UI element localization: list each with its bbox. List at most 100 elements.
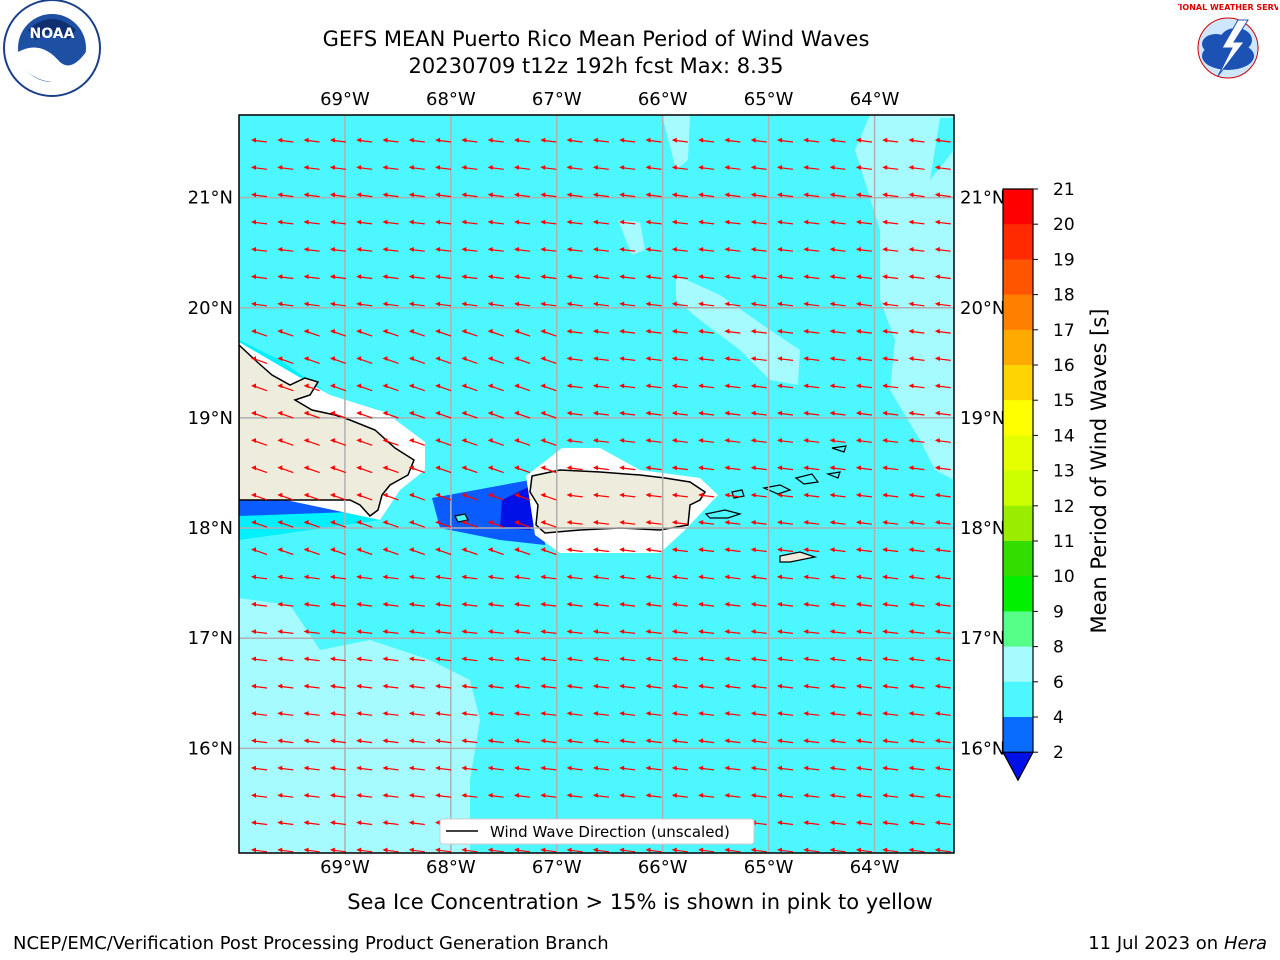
- wind-wave-arrow: [803, 601, 820, 607]
- lon-label-bottom: 68°W: [426, 857, 476, 878]
- wind-wave-arrow: [566, 656, 583, 662]
- anegada-island: [825, 471, 841, 479]
- wind-wave-arrow: [329, 492, 347, 501]
- wind-wave-arrow: [671, 547, 688, 553]
- wind-wave-arrow: [435, 847, 452, 853]
- wind-wave-arrow: [251, 465, 268, 474]
- colorbar-tick-label: 21: [1053, 180, 1075, 200]
- wind-wave-arrow: [277, 465, 294, 474]
- wind-wave-arrow: [882, 137, 899, 143]
- wind-wave-arrow: [908, 410, 925, 416]
- wind-wave-arrow: [803, 820, 820, 826]
- colorbar-segment: [1003, 541, 1033, 577]
- colorbar-segment: [1003, 365, 1033, 401]
- wind-wave-arrow: [487, 765, 504, 771]
- wind-wave-arrow: [514, 574, 531, 580]
- wind-wave-arrow: [724, 683, 741, 689]
- wind-wave-arrow: [356, 656, 373, 662]
- wind-wave-arrow: [303, 438, 320, 446]
- wind-wave-arrow: [251, 629, 268, 634]
- wind-wave-arrow: [882, 629, 899, 634]
- wind-wave-arrow: [803, 165, 820, 170]
- wind-wave-arrow: [251, 711, 268, 716]
- wind-wave-arrow: [619, 328, 636, 334]
- wind-wave-arrow: [356, 820, 373, 826]
- colorbar-tick-label: 16: [1053, 356, 1075, 376]
- wind-wave-arrow: [408, 629, 425, 634]
- wind-wave-arrow: [829, 492, 846, 498]
- wind-wave-arrow: [303, 547, 320, 556]
- wind-wave-arrow: [303, 656, 320, 662]
- wind-wave-arrow: [671, 711, 688, 716]
- wind-wave-arrow: [566, 711, 583, 716]
- wind-wave-arrow: [251, 492, 268, 501]
- wind-wave-arrow: [356, 192, 373, 198]
- wind-wave-arrow: [882, 547, 899, 553]
- wind-wave-arrow: [934, 765, 951, 771]
- wind-wave-arrow: [645, 410, 662, 416]
- wind-wave-arrow: [934, 328, 951, 334]
- wind-wave-arrow: [882, 356, 899, 361]
- wind-wave-arrow: [514, 465, 531, 474]
- wind-wave-arrow: [724, 711, 741, 716]
- wind-wave-arrow: [540, 738, 557, 744]
- wind-wave-arrow: [329, 465, 347, 474]
- wind-wave-arrow: [540, 328, 557, 337]
- colorbar-segment: [1003, 329, 1033, 366]
- lat-label-left: 18°N: [188, 518, 233, 539]
- colorbar-segment: [1003, 611, 1033, 648]
- wind-wave-arrow: [829, 765, 846, 771]
- wind-wave-arrow: [408, 165, 425, 170]
- wind-wave-arrow: [908, 738, 925, 744]
- wind-wave-arrow: [408, 547, 426, 556]
- wind-wave-arrow: [514, 847, 531, 853]
- wind-wave-arrow: [487, 629, 504, 634]
- wind-wave-arrow: [277, 192, 294, 198]
- wind-wave-arrow: [698, 765, 715, 771]
- wind-wave-arrow: [908, 765, 925, 771]
- wind-wave-arrow: [698, 574, 715, 580]
- wind-wave-arrow: [566, 383, 583, 389]
- wind-wave-arrow: [803, 847, 820, 853]
- wind-wave-arrow: [251, 574, 268, 580]
- wind-wave-arrow: [408, 492, 426, 501]
- wind-wave-arrow: [566, 738, 583, 744]
- wind-wave-arrow: [777, 356, 794, 361]
- wind-wave-arrow: [435, 492, 452, 501]
- wind-wave-arrow: [566, 274, 583, 280]
- wind-wave-arrow: [592, 847, 609, 853]
- wind-wave-arrow: [277, 683, 294, 689]
- wind-wave-arrow: [829, 356, 846, 361]
- wind-wave-arrow: [251, 383, 268, 392]
- wind-wave-arrow: [882, 438, 899, 443]
- wind-wave-arrow: [671, 219, 688, 225]
- light-period-region-patch: [618, 220, 645, 255]
- wind-wave-arrow: [777, 438, 794, 443]
- wind-wave-arrow: [803, 465, 820, 471]
- wind-wave-arrow: [382, 165, 399, 170]
- wind-wave-arrow: [671, 765, 688, 771]
- footer-date-text: 11 Jul 2023 on: [1088, 933, 1224, 954]
- wind-wave-arrow: [514, 410, 531, 419]
- wind-wave-arrow: [750, 601, 767, 607]
- wind-wave-arrow: [855, 328, 872, 334]
- wind-wave-arrow: [435, 165, 452, 170]
- wind-wave-arrow: [855, 465, 872, 471]
- colorbar-segment: [1003, 400, 1033, 436]
- wind-wave-arrow: [566, 301, 583, 307]
- wind-wave-arrow: [829, 793, 846, 798]
- colorbar-label: Mean Period of Wind Waves [s]: [1087, 309, 1111, 634]
- wind-wave-arrow: [382, 820, 399, 826]
- wind-wave-arrow: [592, 192, 609, 198]
- wind-wave-arrow: [514, 356, 531, 364]
- wind-wave-arrow: [803, 656, 820, 662]
- wind-wave-arrow: [882, 656, 899, 662]
- wind-wave-arrow: [724, 601, 741, 607]
- wind-wave-arrow: [329, 192, 346, 198]
- colorbar-tick-label: 19: [1053, 250, 1075, 270]
- colorbar-segment: [1003, 717, 1033, 753]
- wind-wave-arrow: [829, 465, 846, 471]
- nws-logo-text: NATIONAL WEATHER SERVICE: [1178, 3, 1278, 12]
- wind-wave-arrow: [777, 683, 794, 689]
